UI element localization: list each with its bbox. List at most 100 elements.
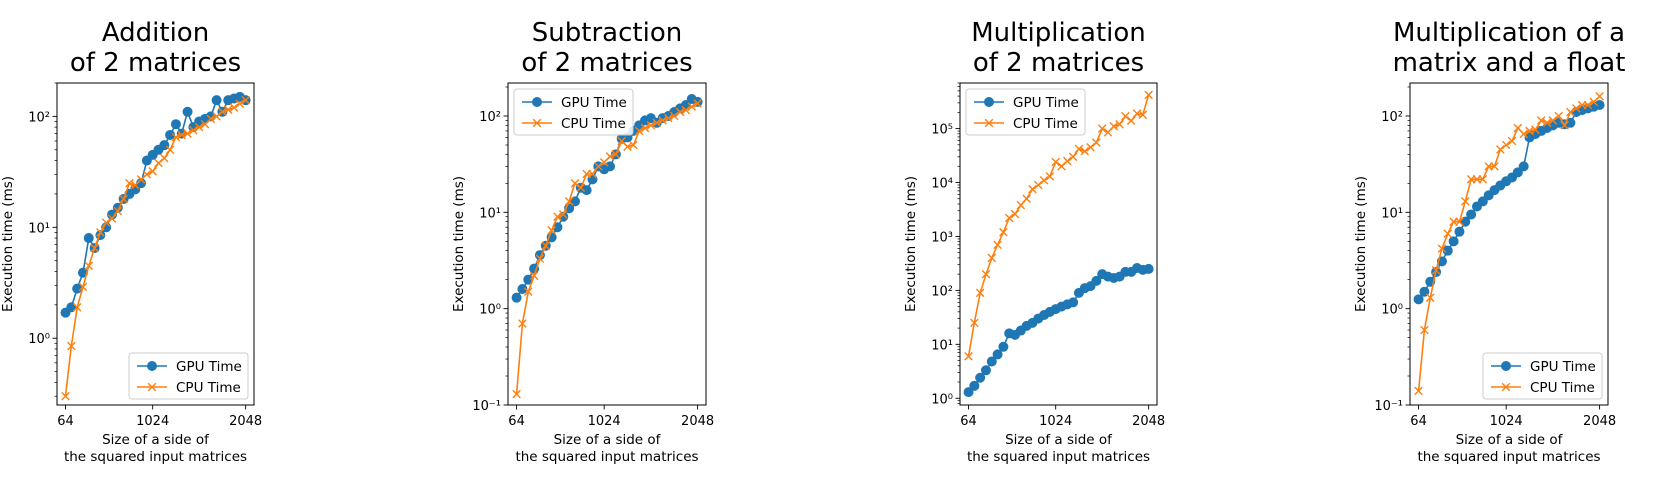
x-axis-label: Size of a side of bbox=[1456, 432, 1564, 448]
data-point bbox=[194, 122, 204, 132]
axes-frame bbox=[507, 82, 707, 406]
y-tick-label: 10⁻¹ bbox=[1374, 399, 1403, 414]
data-point bbox=[541, 241, 551, 251]
data-point bbox=[66, 302, 77, 313]
data-point bbox=[570, 179, 580, 188]
data-point bbox=[1068, 152, 1078, 162]
y-tick-label: 10⁰ bbox=[28, 332, 50, 347]
data-point bbox=[1126, 116, 1136, 125]
legend-label: CPU Time bbox=[561, 116, 626, 132]
data-point bbox=[1092, 138, 1101, 147]
axes-frame bbox=[1409, 82, 1609, 406]
data-point bbox=[1425, 293, 1435, 302]
data-point bbox=[171, 132, 181, 142]
data-point bbox=[1501, 140, 1511, 150]
data-point bbox=[1144, 90, 1153, 100]
data-point bbox=[1413, 294, 1424, 305]
data-point bbox=[1443, 229, 1453, 238]
data-point bbox=[1033, 180, 1043, 190]
x-axis-label: Size of a side of bbox=[1005, 432, 1113, 448]
data-point bbox=[1010, 209, 1020, 219]
data-point bbox=[523, 287, 533, 296]
data-point bbox=[1097, 124, 1107, 133]
series-gpu bbox=[1413, 100, 1605, 305]
data-point bbox=[1039, 175, 1049, 185]
data-point bbox=[182, 106, 193, 117]
y-tick-label: 10³ bbox=[931, 230, 953, 245]
chart-title-line: of 2 matrices bbox=[70, 48, 241, 78]
x-tick-label: 64 bbox=[57, 414, 74, 429]
data-point bbox=[1431, 266, 1441, 275]
data-point bbox=[1477, 196, 1488, 207]
chart-title-line: matrix and a float bbox=[1393, 48, 1626, 78]
data-point bbox=[658, 116, 667, 125]
data-point bbox=[1536, 116, 1546, 125]
data-point bbox=[518, 319, 527, 328]
x-tick-label: 2048 bbox=[1583, 414, 1616, 429]
data-point bbox=[1091, 275, 1102, 286]
x-tick-label: 2048 bbox=[229, 414, 262, 429]
data-point bbox=[998, 341, 1009, 352]
axes-frame bbox=[56, 82, 255, 406]
legend-marker bbox=[984, 97, 995, 108]
data-point bbox=[1548, 116, 1558, 125]
data-point bbox=[148, 166, 157, 176]
legend-label: CPU Time bbox=[1013, 116, 1078, 132]
data-point bbox=[980, 365, 991, 376]
chart-title-line: Subtraction bbox=[532, 18, 682, 48]
data-point bbox=[189, 125, 198, 135]
x-tick-label: 1024 bbox=[1039, 414, 1072, 429]
series-cpu bbox=[1414, 92, 1604, 396]
data-point bbox=[1420, 325, 1429, 335]
data-point bbox=[605, 152, 615, 161]
legend-marker bbox=[984, 118, 994, 128]
data-point bbox=[125, 178, 134, 188]
data-point bbox=[1080, 146, 1090, 156]
data-point bbox=[964, 351, 973, 361]
data-point bbox=[1437, 244, 1447, 253]
data-point bbox=[511, 292, 522, 303]
series-line bbox=[64, 96, 246, 314]
x-tick-label: 64 bbox=[960, 414, 977, 429]
chart-title-line: Multiplication bbox=[971, 18, 1146, 48]
data-point bbox=[681, 105, 691, 115]
data-point bbox=[1554, 111, 1564, 121]
data-point bbox=[652, 118, 662, 128]
series-gpu bbox=[60, 91, 251, 318]
y-axis-label: Execution time (ms) bbox=[903, 176, 919, 312]
data-point bbox=[529, 271, 539, 280]
y-axis-label: Execution time (ms) bbox=[0, 176, 16, 312]
data-point bbox=[1512, 167, 1523, 178]
data-point bbox=[629, 140, 638, 150]
data-point bbox=[1068, 297, 1079, 308]
data-point bbox=[975, 372, 986, 383]
legend-label: CPU Time bbox=[1530, 380, 1595, 396]
x-axis-label: the squared input matrices bbox=[64, 449, 247, 465]
data-point bbox=[1571, 104, 1581, 113]
data-point bbox=[1490, 162, 1499, 171]
data-point bbox=[970, 318, 979, 328]
data-point bbox=[1460, 216, 1471, 227]
series-line bbox=[967, 267, 1149, 393]
data-point bbox=[1566, 107, 1575, 117]
data-point bbox=[84, 261, 94, 271]
data-point bbox=[170, 119, 181, 130]
data-point bbox=[564, 197, 574, 206]
legend: GPU Time CPU Time bbox=[128, 352, 249, 400]
legend: GPU Time CPU Time bbox=[513, 88, 634, 136]
data-point bbox=[640, 123, 650, 133]
x-axis-label: the squared input matrices bbox=[967, 449, 1150, 465]
data-point bbox=[535, 254, 545, 264]
data-point bbox=[576, 183, 586, 193]
series-line bbox=[1417, 104, 1600, 300]
legend: GPU Time CPU Time bbox=[965, 88, 1086, 136]
data-point bbox=[975, 288, 985, 298]
data-point bbox=[669, 111, 679, 121]
data-point bbox=[553, 212, 562, 222]
data-point bbox=[1448, 236, 1459, 247]
data-point bbox=[160, 153, 169, 163]
series-gpu bbox=[963, 263, 1154, 398]
x-axis-label: the squared input matrices bbox=[1417, 449, 1600, 465]
